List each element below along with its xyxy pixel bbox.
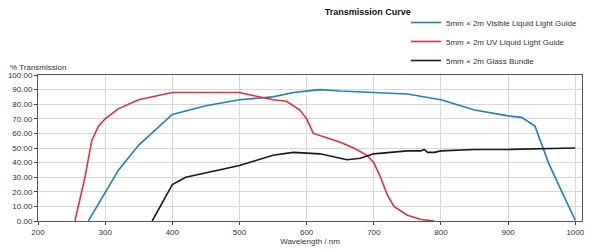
svg-text:0.00: 0.00 bbox=[17, 217, 33, 226]
svg-text:10.00: 10.00 bbox=[12, 202, 33, 211]
svg-text:700: 700 bbox=[367, 228, 381, 237]
svg-text:400: 400 bbox=[166, 228, 180, 237]
svg-text:300: 300 bbox=[98, 228, 112, 237]
svg-text:60.00: 60.00 bbox=[12, 129, 33, 138]
svg-text:800: 800 bbox=[434, 228, 448, 237]
svg-text:Wavelength / nm: Wavelength / nm bbox=[280, 237, 340, 246]
svg-text:5mm × 2m UV Liquid Light Guide: 5mm × 2m UV Liquid Light Guide bbox=[446, 38, 565, 47]
svg-text:70.00: 70.00 bbox=[12, 115, 33, 124]
svg-text:200: 200 bbox=[31, 228, 45, 237]
svg-text:600: 600 bbox=[300, 228, 314, 237]
svg-text:5mm × 2m Glass Bundle: 5mm × 2m Glass Bundle bbox=[446, 57, 534, 66]
svg-text:80.00: 80.00 bbox=[12, 100, 33, 109]
svg-text:% Transmission: % Transmission bbox=[10, 63, 66, 72]
svg-text:900: 900 bbox=[501, 228, 515, 237]
svg-text:30.00: 30.00 bbox=[12, 173, 33, 182]
svg-text:100.00: 100.00 bbox=[8, 71, 33, 80]
svg-text:1000: 1000 bbox=[566, 228, 584, 237]
svg-text:20.00: 20.00 bbox=[12, 188, 33, 197]
svg-text:Transmission Curve: Transmission Curve bbox=[325, 7, 411, 17]
svg-text:500: 500 bbox=[233, 228, 247, 237]
svg-text:90.00: 90.00 bbox=[12, 85, 33, 94]
svg-text:50.00: 50.00 bbox=[12, 144, 33, 153]
svg-text:40.00: 40.00 bbox=[12, 158, 33, 167]
svg-text:5mm × 2m Visible Liquid Light: 5mm × 2m Visible Liquid Light Guide bbox=[446, 19, 577, 28]
